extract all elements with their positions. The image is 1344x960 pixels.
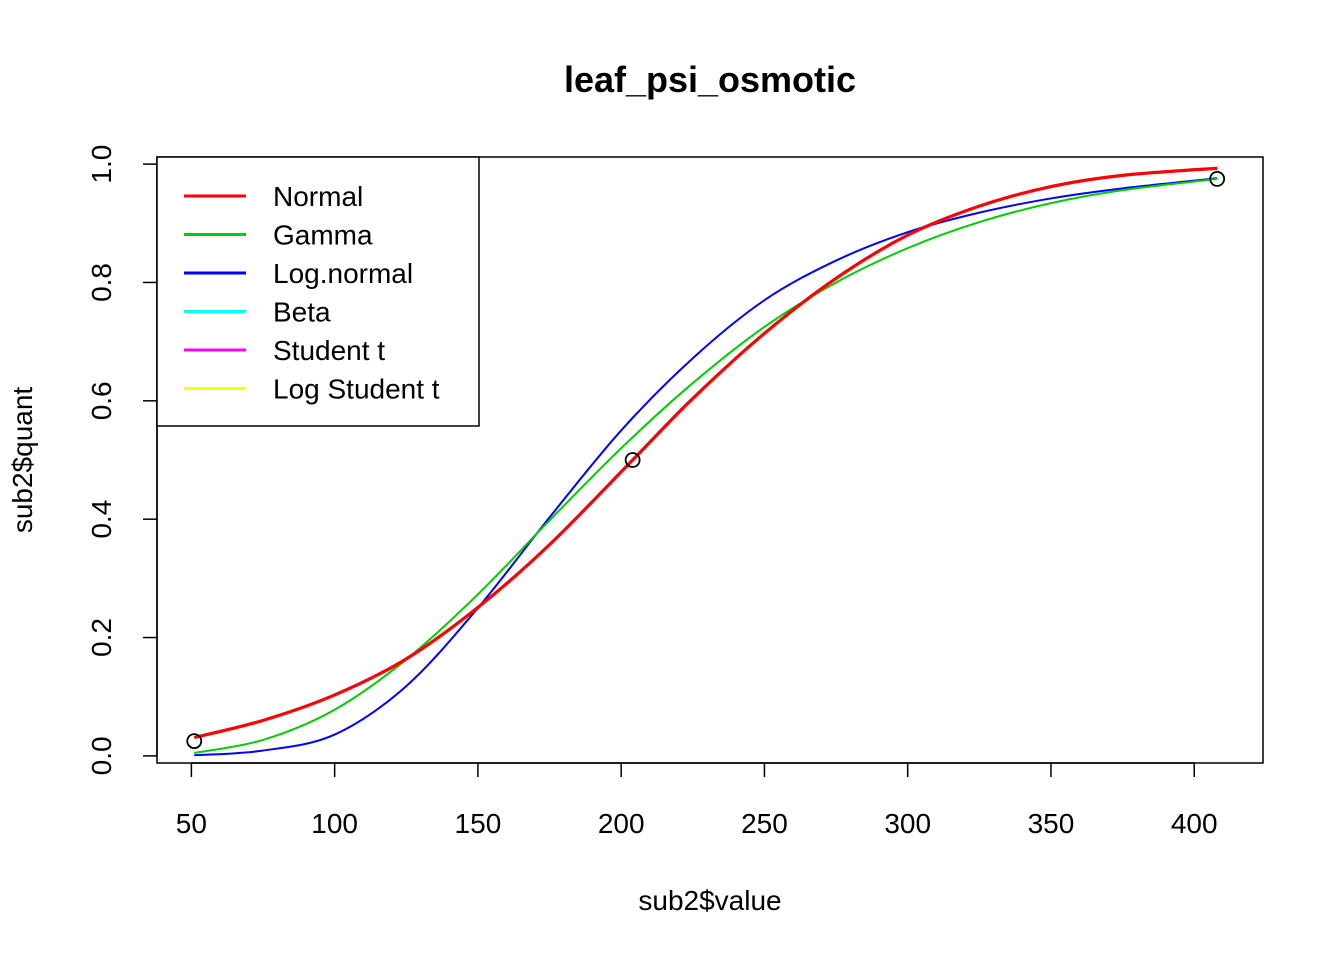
x-tick-label: 50: [176, 808, 207, 839]
x-tick-label: 300: [884, 808, 931, 839]
x-tick-label: 200: [598, 808, 645, 839]
data-point: [624, 452, 641, 468]
chart-title: leaf_psi_osmotic: [564, 59, 856, 100]
legend-box: [156, 156, 480, 427]
series-line-normal: [193, 166, 1218, 740]
y-tick-label: 0.6: [86, 381, 117, 420]
legend-label: Normal: [273, 181, 363, 212]
x-axis: 50 100 150 200 250 300 350 400: [176, 762, 1218, 839]
data-point: [186, 733, 203, 750]
legend-label: Log Student t: [273, 374, 440, 405]
legend-label: Beta: [273, 297, 331, 328]
series-layer: [193, 166, 1218, 757]
x-tick-label: 150: [455, 808, 502, 839]
y-tick-label: 0.8: [86, 263, 117, 302]
x-axis-label: sub2$value: [638, 885, 781, 916]
x-tick-label: 250: [741, 808, 788, 839]
y-axis-label: sub2$quant: [7, 387, 38, 534]
y-tick-label: 0.4: [86, 500, 117, 539]
x-tick-label: 100: [311, 808, 358, 839]
series-line-gamma: [194, 177, 1218, 754]
x-tick-label: 400: [1171, 808, 1218, 839]
points-layer: [186, 170, 1226, 750]
y-axis: 0.0 0.2 0.4 0.6 0.8 1.0: [86, 145, 158, 775]
x-tick-label: 350: [1028, 808, 1075, 839]
legend-label: Student t: [273, 335, 385, 366]
legend-label: Gamma: [273, 220, 373, 251]
y-tick-label: 0.0: [86, 736, 117, 775]
y-tick-label: 0.2: [86, 618, 117, 657]
legend: Normal Gamma Log.normal Beta Student t Log St…: [156, 156, 480, 427]
series-line-log-normal: [194, 177, 1218, 757]
legend-label: Log.normal: [273, 258, 413, 289]
y-tick-label: 1.0: [86, 145, 117, 184]
data-point: [1209, 170, 1226, 187]
